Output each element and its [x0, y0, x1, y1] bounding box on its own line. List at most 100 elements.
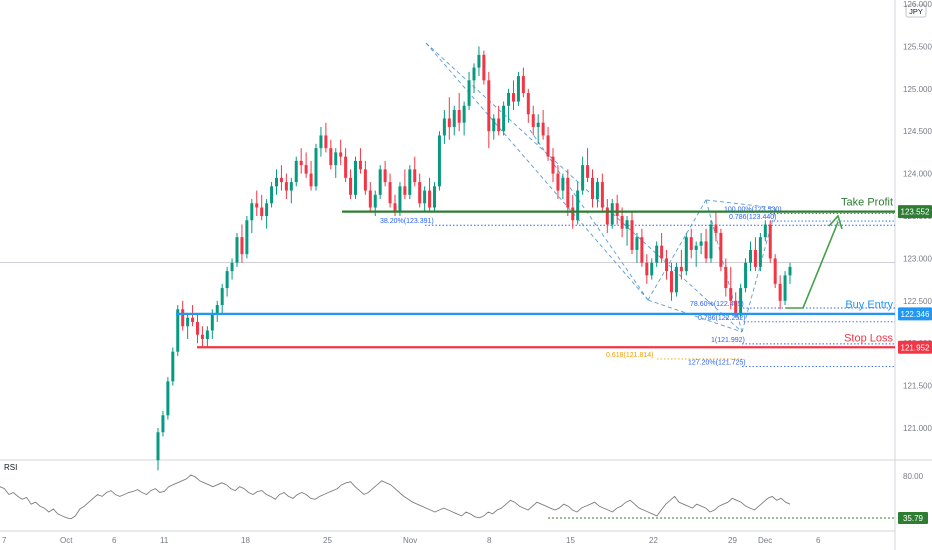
candle-body [408, 169, 412, 195]
candle-body [714, 224, 718, 233]
candle-body [660, 245, 664, 259]
candle-body [245, 220, 249, 255]
candle-body [275, 177, 278, 187]
rsi-pane[interactable]: RSI 80.00 35.79 [0, 463, 928, 524]
candle-body [739, 288, 743, 314]
candle-body [635, 237, 639, 250]
price-tick: 124.500 [903, 127, 932, 136]
candle-body [299, 160, 303, 166]
candle-body [220, 288, 224, 306]
candle-body [709, 224, 713, 259]
currency-label: JPY [909, 7, 923, 16]
channel-upper-line [425, 42, 649, 301]
candle-body [699, 241, 703, 246]
xabcd-base [647, 299, 743, 333]
candle-body [600, 182, 604, 208]
candle-body [205, 330, 209, 339]
candle-body [255, 203, 259, 208]
candle-body [196, 322, 199, 335]
key-levels[interactable]: Take Profit Buy Entry Stop Loss 123.552 … [176, 197, 932, 354]
candle-body [319, 135, 323, 149]
candle-body [373, 194, 377, 208]
candle-body [423, 190, 427, 204]
candle-body [398, 186, 402, 212]
candle-body [689, 237, 693, 250]
candle-body [354, 160, 357, 195]
candle-body [615, 203, 619, 216]
candle-body [684, 237, 688, 272]
candle-body [729, 288, 733, 301]
time-tick: Oct [60, 536, 73, 545]
candle-body [536, 122, 540, 127]
candle-body [477, 54, 481, 68]
candle-body [378, 169, 382, 195]
candle-body [502, 105, 506, 132]
candle-body [368, 190, 372, 208]
buy-entry-label: Buy Entry [845, 299, 893, 311]
candle-body [650, 262, 654, 276]
candle-body [339, 152, 343, 157]
candle-body [447, 118, 451, 127]
price-tick: 124.000 [903, 170, 932, 179]
candle-body [260, 207, 264, 216]
rsi-label: RSI [4, 463, 17, 472]
fib-level-label: 78.60%(122.415) [690, 301, 744, 308]
currency-badge: JPY [905, 4, 927, 18]
candle-body [763, 224, 767, 238]
candle-body [457, 110, 461, 123]
candle-body [452, 110, 456, 127]
candle-body [640, 237, 644, 263]
candle-body [620, 216, 624, 229]
time-tick: 15 [566, 536, 575, 545]
candle-body [279, 177, 283, 183]
time-tick: 8 [487, 536, 492, 545]
candle-body [309, 173, 313, 187]
candle-body [778, 283, 782, 301]
candle-body [586, 165, 590, 178]
fib-level-label: 127.20%(121.725) [688, 360, 746, 367]
fib-level-label: 0.618(121.814) [606, 352, 653, 359]
candle-body [403, 186, 407, 195]
candle-body [655, 245, 659, 263]
candle-body [734, 300, 738, 314]
fib-level-label: 100.00%(123.530) [724, 206, 782, 213]
candle-body [744, 262, 748, 289]
time-tick: 6 [816, 536, 821, 545]
candle-body [358, 160, 362, 170]
candle-body [576, 190, 580, 221]
candle-body [487, 80, 491, 132]
candle-body [289, 182, 293, 191]
candle-body [314, 148, 318, 187]
candle-body [156, 432, 160, 461]
candle-body [344, 156, 348, 178]
candle-body [186, 317, 190, 327]
time-tick: 22 [649, 536, 658, 545]
candle-body [437, 135, 441, 187]
candle-body [694, 245, 698, 250]
time-tick: 11 [160, 536, 169, 545]
time-axis: 7 Oct 6 11 18 25 Nov 8 15 22 29 Dec 6 [2, 536, 821, 545]
candle-body [704, 241, 708, 259]
candle-body [388, 182, 392, 204]
candle-body [334, 152, 338, 166]
price-tick: 121.000 [903, 424, 932, 433]
price-tick: 125.500 [903, 42, 932, 51]
candle-body [161, 415, 165, 433]
candle-body [556, 173, 560, 191]
candle-body [250, 203, 254, 221]
candle-body [176, 309, 180, 352]
candle-body [758, 237, 762, 267]
price-tick: 126.000 [903, 0, 932, 9]
time-tick: 29 [728, 536, 737, 545]
buy-entry-price: 122.346 [901, 310, 930, 319]
candle-body [768, 224, 772, 259]
rsi-tick: 80.00 [903, 472, 924, 481]
candle-body [783, 275, 787, 301]
take-profit-label: Take Profit [841, 197, 893, 209]
candle-body [418, 182, 422, 204]
candle-body [719, 232, 723, 267]
price-pane[interactable] [0, 0, 895, 460]
candle-body [521, 76, 525, 94]
candle-body [472, 67, 476, 81]
